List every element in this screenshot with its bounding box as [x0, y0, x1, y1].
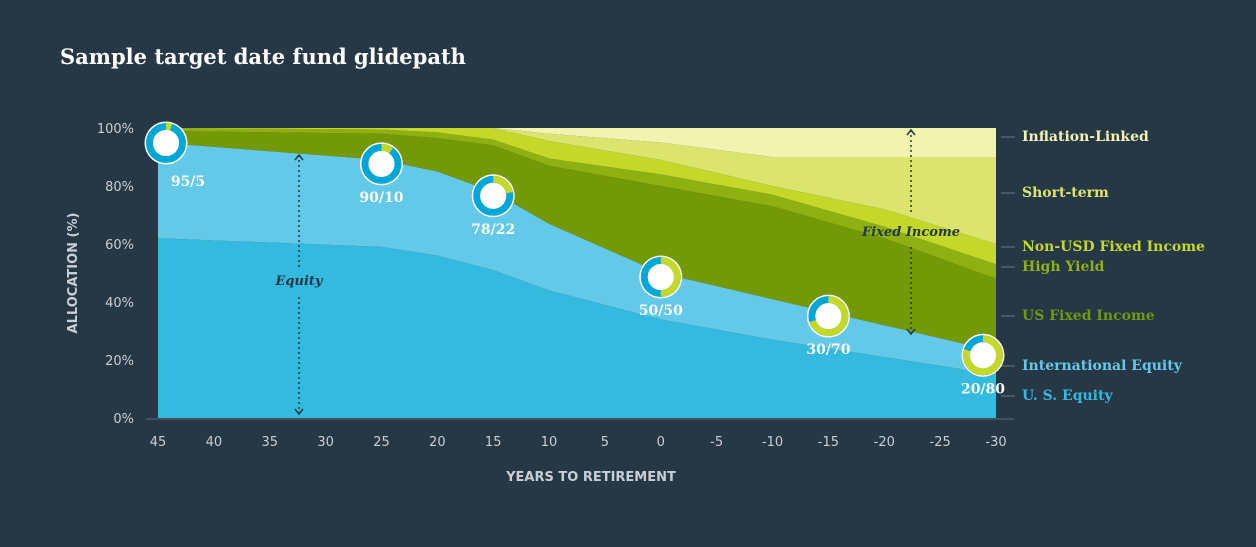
x-tick-label: 45	[150, 435, 167, 450]
x-tick-label: -5	[710, 435, 723, 450]
x-tick-label: 30	[317, 435, 334, 450]
donut-label: 78/22	[471, 222, 515, 238]
legend-inflation-linked: Inflation-Linked	[1022, 129, 1149, 145]
area-us-fixed-income	[158, 130, 996, 352]
donut-label: 95/5	[171, 174, 205, 190]
x-tick-label: 0	[657, 435, 665, 450]
fixed-income-annotation: Fixed Income	[861, 225, 960, 240]
donut-center	[368, 150, 395, 177]
x-tick-label: -20	[874, 435, 895, 450]
donut-center	[480, 182, 507, 209]
x-tick-label: -30	[985, 435, 1006, 450]
area-inflation-linked	[158, 128, 996, 157]
donut-label: 90/10	[359, 190, 403, 206]
equity-annotation: Equity	[275, 274, 324, 289]
donut-center	[647, 264, 674, 290]
donut-center	[815, 303, 842, 330]
y-axis-label: ALLOCATION (%)	[66, 213, 81, 334]
x-tick-label: -25	[930, 435, 951, 450]
x-tick-label: 35	[261, 435, 278, 450]
area-non-usd-fixed-income	[158, 128, 996, 265]
x-tick-label: 15	[485, 435, 502, 450]
x-tick-label: 10	[541, 435, 558, 450]
donut-fixed-segment	[640, 257, 681, 297]
chart-title: Sample target date fund glidepath	[60, 44, 466, 69]
y-tick-label: 60%	[105, 238, 134, 253]
donut-fixed-segment	[473, 175, 514, 216]
donut-center	[970, 342, 996, 369]
donut-label: 50/50	[639, 303, 683, 319]
y-tick-label: 0%	[113, 412, 134, 427]
area-international-equity	[158, 142, 996, 375]
x-tick-label: 40	[206, 435, 223, 450]
legend-us-fixed-income: US Fixed Income	[1022, 308, 1155, 324]
donut-fixed-segment	[808, 296, 849, 337]
x-tick-label: -10	[762, 435, 783, 450]
donut-fixed-segment	[963, 335, 1003, 376]
donut-label: 30/70	[806, 342, 850, 358]
legend-international-equity: International Equity	[1022, 358, 1183, 374]
y-tick-label: 100%	[97, 122, 134, 137]
donut-center	[153, 130, 179, 156]
donut-label: 20/80	[961, 381, 1005, 397]
fixed-income-arrowhead	[906, 328, 916, 336]
x-tick-label: 20	[429, 435, 446, 450]
legend-high-yield: High Yield	[1022, 259, 1105, 275]
fixed-income-arrowhead	[906, 128, 916, 136]
y-tick-label: 80%	[105, 180, 134, 195]
legend-u-s-equity: U. S. Equity	[1022, 388, 1113, 404]
legend-short-term: Short-term	[1022, 185, 1109, 201]
y-tick-label: 20%	[105, 354, 134, 369]
equity-arrowhead	[294, 408, 304, 416]
x-tick-label: -15	[818, 435, 839, 450]
y-tick-label: 40%	[105, 296, 134, 311]
area-u-s-equity	[158, 238, 996, 418]
legend-non-usd-fixed-income: Non-USD Fixed Income	[1022, 239, 1205, 255]
x-tick-label: 25	[373, 435, 390, 450]
donut-fixed-segment	[146, 123, 186, 163]
equity-arrowhead	[294, 153, 304, 161]
x-tick-label: 5	[601, 435, 609, 450]
x-axis-label: YEARS TO RETIREMENT	[505, 470, 676, 485]
donut-fixed-segment	[361, 143, 402, 184]
